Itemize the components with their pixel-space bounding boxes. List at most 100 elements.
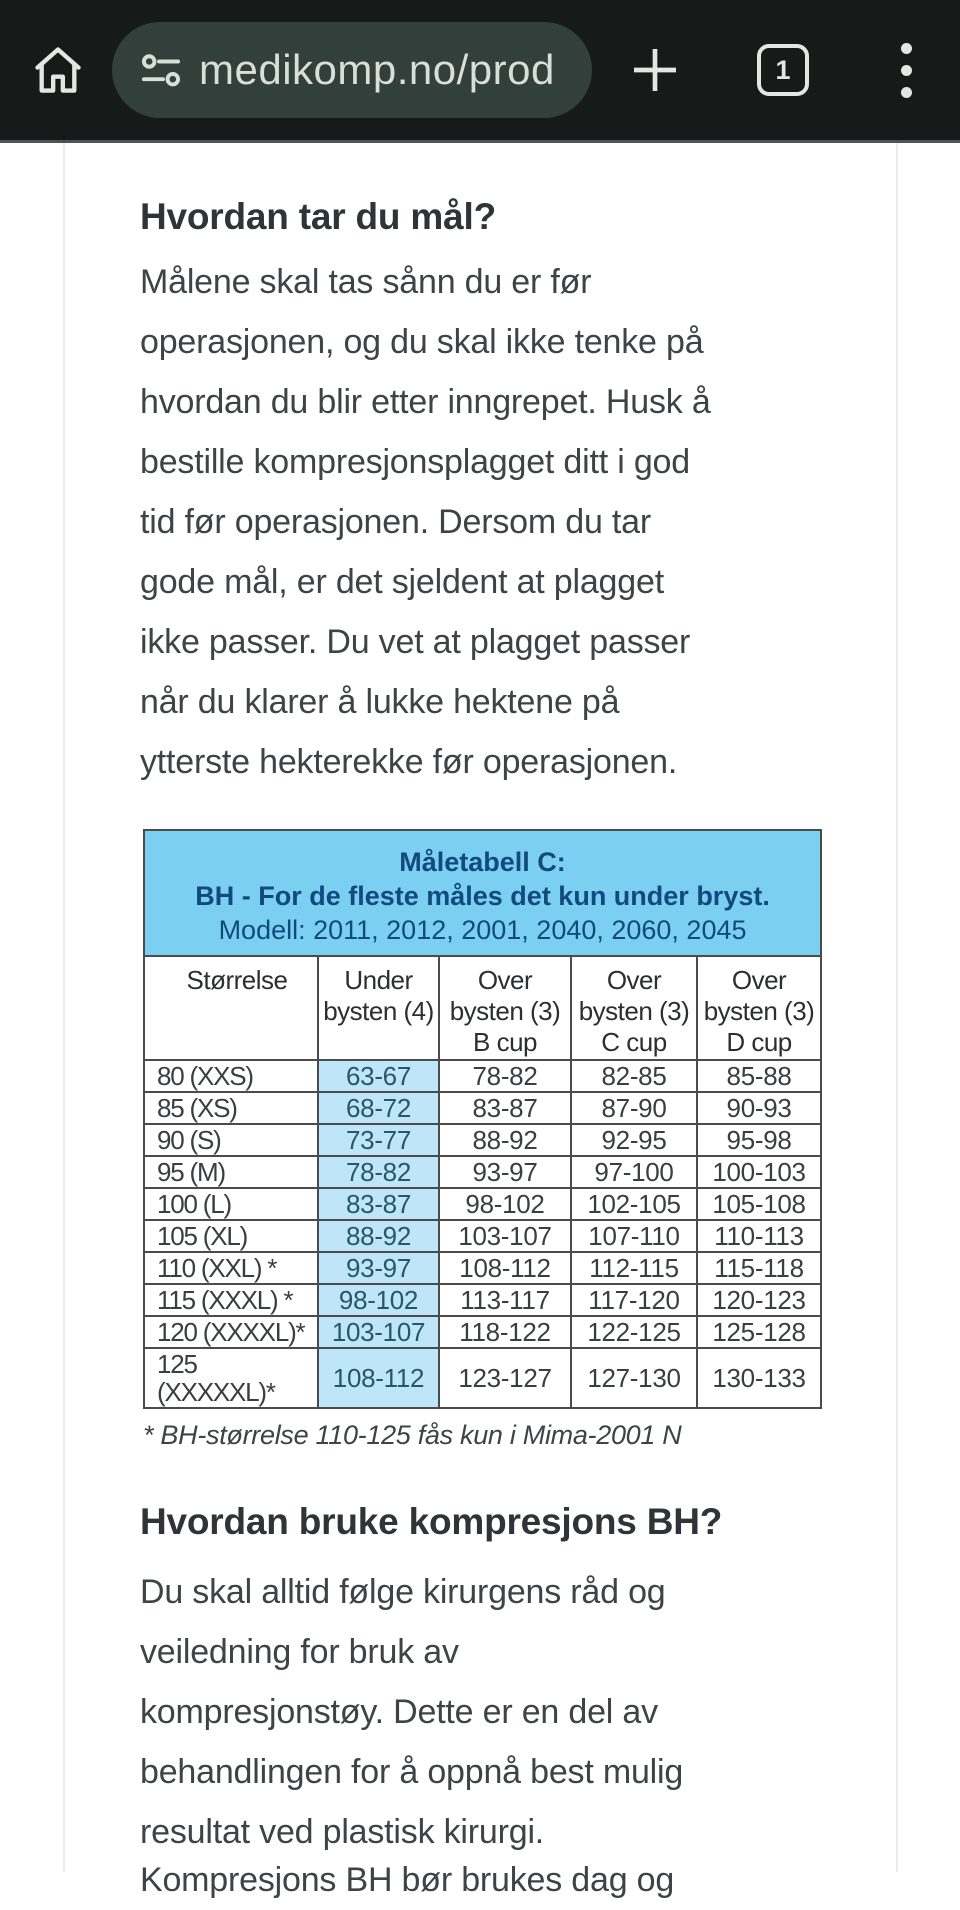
size-table-grid: Måletabell C: BH - For de fleste måles de… — [142, 829, 823, 1409]
text-line: tid før operasjonen. Dersom du tar — [140, 502, 651, 541]
table-cell: 125-128 — [695, 1315, 823, 1349]
table-title-line: Modell: 2011, 2012, 2001, 2040, 2060, 20… — [218, 915, 747, 945]
table-row: 85 (XS) 68-72 83-87 87-90 90-93 — [143, 1091, 823, 1125]
table-cell: 100 (L) — [143, 1187, 319, 1221]
home-button[interactable] — [26, 38, 90, 102]
table-cell: 103-107 — [438, 1219, 572, 1253]
table-row: 80 (XXS) 63-67 78-82 82-85 85-88 — [143, 1059, 823, 1093]
table-cell: 100-103 — [695, 1155, 823, 1189]
table-cell: 130-133 — [695, 1347, 823, 1409]
text-line: Kompresjons BH bør brukes dag og — [140, 1860, 675, 1899]
menu-button[interactable] — [882, 36, 930, 104]
table-cell: 107-110 — [570, 1219, 698, 1253]
table-cell: 95-98 — [695, 1123, 823, 1157]
column-header: Over bysten (3) B cup — [438, 955, 572, 1061]
table-cell: 78-82 — [438, 1059, 572, 1093]
tab-counter-icon: 1 — [757, 44, 809, 96]
table-cell: 78-82 — [317, 1155, 440, 1189]
table-row: 105 (XL) 88-92 103-107 107-110 110-113 — [143, 1219, 823, 1253]
text-line: operasjonen, og du skal ikke tenke på — [140, 322, 704, 361]
table-cell: 123-127 — [438, 1347, 572, 1409]
column-header: Over bysten (3) D cup — [695, 955, 823, 1061]
content-card-border-left — [63, 143, 65, 1872]
table-cell: 83-87 — [317, 1187, 440, 1221]
table-row: 90 (S) 73-77 88-92 92-95 95-98 — [143, 1123, 823, 1157]
paragraph-measure: Målene skal tas sånn du er før operasjone… — [140, 252, 880, 792]
table-cell: 68-72 — [317, 1091, 440, 1125]
home-icon — [35, 47, 81, 93]
text-line: Du skal alltid følge kirurgens råd og — [140, 1572, 666, 1611]
table-cell: 125 (XXXXXL)* — [143, 1347, 319, 1409]
table-cell: 122-125 — [570, 1315, 698, 1349]
table-cell: 95 (M) — [143, 1155, 319, 1189]
url-bar[interactable]: medikomp.no/prod — [112, 22, 592, 118]
table-cell: 98-102 — [438, 1187, 572, 1221]
table-cell: 120 (XXXXL)* — [143, 1315, 319, 1349]
table-title-line: BH - For de fleste måles det kun under b… — [195, 881, 770, 911]
table-cell: 85-88 — [695, 1059, 823, 1093]
section-heading-measure: Hvordan tar du mål? — [140, 196, 496, 237]
table-cell: 108-112 — [317, 1347, 440, 1409]
table-cell: 83-87 — [438, 1091, 572, 1125]
column-header: Over bysten (3) C cup — [570, 955, 698, 1061]
table-cell: 97-100 — [570, 1155, 698, 1189]
table-cell: 82-85 — [570, 1059, 698, 1093]
table-row: 100 (L) 83-87 98-102 102-105 105-108 — [143, 1187, 823, 1221]
table-row: 125 (XXXXXL)* 108-112 123-127 127-130 130-13… — [143, 1347, 823, 1409]
plus-icon — [634, 49, 676, 91]
paragraph-usage: Du skal alltid følge kirurgens råd og vei… — [140, 1562, 880, 1862]
table-cell: 88-92 — [317, 1219, 440, 1253]
table-header-row: Størrelse Under bysten (4) Over bysten (3) B … — [143, 955, 823, 1061]
table-title: Måletabell C: BH - For de fleste måles de… — [142, 829, 823, 957]
table-cell: 73-77 — [317, 1123, 440, 1157]
tab-switcher-button[interactable]: 1 — [755, 42, 811, 98]
table-cell: 90-93 — [695, 1091, 823, 1125]
column-header: Under bysten (4) — [317, 955, 440, 1061]
text-line: behandlingen for å oppnå best mulig — [140, 1752, 684, 1791]
size-table: Måletabell C: BH - For de fleste måles de… — [142, 829, 823, 1409]
table-cell: 93-97 — [438, 1155, 572, 1189]
table-cell: 93-97 — [317, 1251, 440, 1285]
text-line: ikke passer. Du vet at plagget passer — [140, 622, 691, 661]
text-line: gode mål, er det sjeldent at plagget — [140, 562, 664, 601]
table-cell: 120-123 — [695, 1283, 823, 1317]
table-cell: 102-105 — [570, 1187, 698, 1221]
table-cell: 108-112 — [438, 1251, 572, 1285]
text-line: kompresjonstøy. Dette er en del av — [140, 1692, 658, 1731]
table-cell: 85 (XS) — [143, 1091, 319, 1125]
table-cell: 87-90 — [570, 1091, 698, 1125]
table-cell: 105 (XL) — [143, 1219, 319, 1253]
table-cell: 112-115 — [570, 1251, 698, 1285]
column-header: Størrelse — [143, 955, 319, 1061]
content-card-border-right — [896, 143, 898, 1872]
kebab-menu-icon — [900, 42, 912, 98]
table-row: 120 (XXXXL)* 103-107 118-122 122-125 125-128 — [143, 1315, 823, 1349]
table-cell: 127-130 — [570, 1347, 698, 1409]
table-title-line: Måletabell C: — [399, 847, 566, 877]
table-cell: 105-108 — [695, 1187, 823, 1221]
text-line: resultat ved plastisk kirurgi. — [140, 1812, 545, 1851]
table-footnote: * BH-størrelse 110-125 fås kun i Mima-20… — [143, 1420, 682, 1450]
table-cell: 88-92 — [438, 1123, 572, 1157]
table-cell: 113-117 — [438, 1283, 572, 1317]
table-cell: 118-122 — [438, 1315, 572, 1349]
table-cell: 115-118 — [695, 1251, 823, 1285]
table-row: 110 (XXL) * 93-97 108-112 112-115 115-118 — [143, 1251, 823, 1285]
new-tab-button[interactable] — [621, 36, 689, 104]
text-line: veiledning for bruk av — [140, 1632, 459, 1671]
text-line: Målene skal tas sånn du er før — [140, 262, 592, 301]
table-cell: 92-95 — [570, 1123, 698, 1157]
table-title-row: Måletabell C: BH - For de fleste måles de… — [142, 829, 823, 957]
table-cell: 63-67 — [317, 1059, 440, 1093]
site-settings-icon — [141, 54, 181, 87]
table-cell: 98-102 — [317, 1283, 440, 1317]
web-page: Hvordan tar du mål? Målene skal tas sånn… — [0, 143, 960, 1899]
table-row: 95 (M) 78-82 93-97 97-100 100-103 — [143, 1155, 823, 1189]
text-line: hvordan du blir etter inngrepet. Husk å — [140, 382, 711, 421]
table-cell: 110 (XXL) * — [143, 1251, 319, 1285]
table-cell: 110-113 — [695, 1219, 823, 1253]
paragraph-clipped: Kompresjons BH bør brukes dag og — [140, 1850, 880, 1910]
text-line: bestille kompresjonsplagget ditt i god — [140, 442, 690, 481]
url-text: medikomp.no/prod — [199, 46, 555, 93]
table-cell: 103-107 — [317, 1315, 440, 1349]
